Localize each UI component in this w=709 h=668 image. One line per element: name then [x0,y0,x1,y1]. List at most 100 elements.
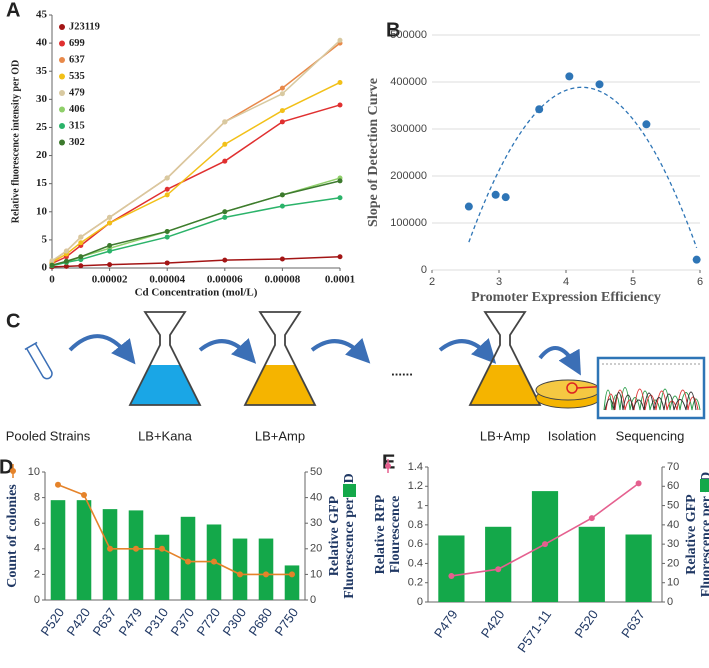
data-point [107,220,113,226]
arrow [538,346,581,376]
x-tick-label: P310 [142,605,172,638]
data-point [164,228,170,234]
data-point [237,571,243,578]
data-point [542,541,548,548]
step-label: LB+Kana [138,428,193,443]
x-tick-label: 0.00006 [207,274,243,286]
legend-label: 406 [69,104,85,115]
y2-tick-label: 30 [310,517,322,529]
bar [284,565,300,600]
y-tick-label: 500000 [390,29,427,41]
data-point [107,262,113,268]
y-tick-label: 0.6 [408,538,423,550]
panel-label: A [6,0,20,21]
y-tick-label: 45 [36,9,48,21]
trend-line [468,86,698,249]
y-tick-label: 300000 [390,123,427,135]
y2-axis-label: Fluorescence per OD [699,472,709,597]
legend-swatch [59,24,65,30]
data-point [588,515,595,522]
legend-label: J23119 [69,21,100,32]
tube-icon [24,341,53,380]
data-point [222,141,228,147]
legend-swatch [343,484,356,497]
legend-label: 535 [69,71,85,82]
x-tick-label: 6 [697,276,703,288]
data-point [49,258,55,264]
x-tick-label: 3 [496,276,502,288]
y2-axis-label: Relative GFP [684,494,699,575]
x-tick-label: 5 [630,276,636,288]
x-tick-label: 0.0001 [325,274,355,286]
panel-label: D [0,456,13,478]
y-tick-label: 0.8 [408,519,423,531]
y2-tick-label: 30 [667,538,679,550]
data-point [692,255,701,264]
data-point [595,80,604,89]
data-point [279,192,285,198]
data-point [279,108,285,114]
data-point [55,481,61,488]
bar [50,500,66,600]
y-tick-label: 400000 [390,76,427,88]
y2-tick-label: 0 [667,596,673,608]
data-point [337,102,343,108]
y-tick-label: 10 [36,205,48,217]
flask-amp-final [468,311,542,406]
y-tick-label: 10 [28,466,40,478]
y-tick-label: 200000 [390,170,427,182]
bar [578,526,605,602]
data-point [164,260,170,266]
y2-tick-label: 10 [310,568,322,580]
legend-swatch [59,90,65,96]
legend-swatch [59,139,65,146]
y-tick-label: 2 [34,568,40,580]
bar [76,500,92,600]
legend-swatch [59,57,65,63]
y2-axis-label: Fluorescence per OD [342,473,357,598]
series-line [51,39,341,262]
y-axis-label: Relative fluorescence intensity per OD [10,60,21,224]
y-axis-label: Flourescence [388,496,403,574]
panel-0: A 0 5 10 15 20 25 30 35 40 45 0 0.00002 0.00004 0.0000… [6,0,355,299]
data-point [337,37,343,43]
y2-tick-label: 0 [310,594,316,606]
arrow [310,338,371,364]
data-point [107,545,113,552]
y2-axis-label: Relative GFP [327,495,342,576]
y2-tick-label: 50 [310,466,322,478]
series-line [51,256,341,268]
data-point [279,119,285,125]
data-point [107,243,113,249]
data-point [222,209,228,215]
panel-2: D024681001020304050P520P420P637P479P310P… [0,456,357,638]
y-tick-label: 8 [34,492,40,504]
y-tick-label: 35 [36,65,48,77]
series-line [51,42,341,262]
data-point [337,178,343,184]
legend-swatch [59,40,65,47]
data-point [222,119,228,125]
x-tick-label: 0.00008 [265,274,301,286]
x-tick-label: P420 [64,605,94,638]
panel-c: C [6,310,706,443]
data-point [642,120,651,129]
data-point [222,257,228,263]
data-point [491,190,500,199]
y-tick-label: 0 [42,262,48,274]
y-axis-label: Relative RFP [373,494,388,574]
x-tick-label: P479 [116,605,146,638]
data-point [49,262,55,268]
x-tick-label: P637 [618,607,648,640]
legend-swatch [59,73,65,80]
y-tick-label: 1 [417,499,423,511]
series-line [51,180,341,266]
ellipsis: ...... [391,363,413,378]
series-line [51,104,341,265]
data-point [263,571,269,578]
data-point [81,492,87,499]
y2-tick-label: 40 [667,519,679,531]
series-line [51,81,341,264]
x-tick-label: P750 [272,605,302,638]
